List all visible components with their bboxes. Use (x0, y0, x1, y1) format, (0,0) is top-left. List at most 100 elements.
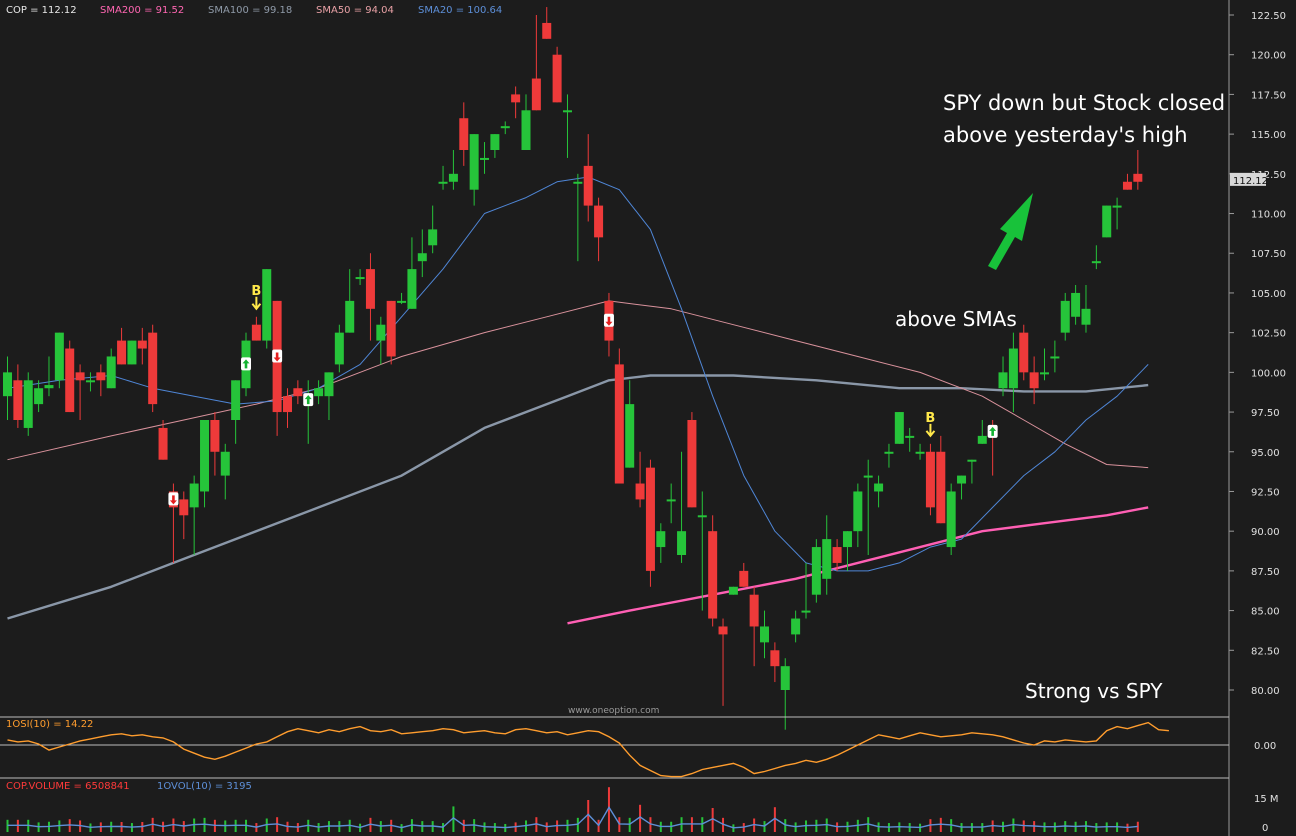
candle-body (583, 165, 593, 206)
sma20-line (7, 176, 1149, 572)
candle-body (770, 650, 780, 667)
candle-body (355, 277, 365, 280)
candle-body (345, 300, 355, 333)
candle (397, 292, 407, 305)
volume-bar (369, 817, 372, 832)
price-axis-label: 90.00 (1251, 527, 1280, 538)
price-axis-label: 95.00 (1251, 448, 1280, 459)
candle-body (282, 396, 292, 413)
candle-body (531, 78, 541, 111)
candle-body (625, 404, 635, 468)
candle (739, 562, 749, 587)
candle-body (749, 594, 759, 627)
candle-body (863, 475, 873, 478)
candle (148, 324, 158, 413)
volume-bar (939, 817, 942, 832)
candle-body (884, 451, 894, 454)
candle (728, 586, 738, 595)
candle-body (480, 157, 490, 160)
candle (13, 364, 23, 428)
candle (822, 515, 832, 595)
vol10-label: 1OVOL(10) = 3195 (157, 781, 252, 792)
candle (594, 197, 604, 262)
candle (562, 94, 572, 158)
candle (656, 523, 666, 563)
candle (635, 451, 645, 508)
price-axis-label: 122.50 (1251, 11, 1286, 22)
signal-arrow (304, 395, 312, 405)
candle-body (158, 427, 168, 460)
green-arrow-icon (988, 193, 1033, 270)
candle-body (998, 372, 1008, 389)
candle (1050, 340, 1060, 373)
candle (1060, 292, 1070, 341)
candle-body (1102, 205, 1112, 238)
candle-body (397, 300, 407, 303)
candle-body (23, 380, 33, 428)
candle (34, 380, 44, 413)
candle (210, 412, 220, 476)
candle (511, 86, 521, 119)
candle-body (1050, 356, 1060, 359)
candle-body (500, 126, 510, 129)
candle (1071, 285, 1081, 325)
candle (905, 427, 915, 452)
candle-body (1122, 181, 1132, 190)
legend-sma100: SMA100 = 99.18 (208, 5, 292, 16)
candle (231, 380, 241, 444)
candle (490, 134, 500, 158)
candle-body (438, 181, 448, 184)
price-axis-label: 87.50 (1251, 567, 1280, 578)
candle (770, 642, 780, 683)
buy-signal-label: B (925, 411, 935, 426)
candle-body (656, 531, 666, 548)
candle (749, 586, 759, 667)
candle-body (334, 332, 344, 365)
candle-body (521, 110, 531, 150)
annotation-line1: SPY down but Stock closed (943, 91, 1225, 115)
candle (417, 229, 427, 278)
candle (863, 459, 873, 555)
candle-body (1081, 308, 1091, 325)
volume-label: COP.VOLUME = 6508841 (6, 781, 130, 792)
candle-body (1133, 173, 1143, 182)
candle-body (54, 332, 64, 381)
price-axis-label: 100.00 (1251, 368, 1286, 379)
candle (1102, 205, 1112, 238)
candle (687, 412, 697, 508)
candle (44, 356, 54, 397)
candle-body (220, 451, 230, 476)
candle (874, 475, 884, 508)
candle (542, 7, 552, 39)
watermark: www.oneoption.com (568, 706, 659, 716)
candle-body (1071, 292, 1081, 317)
volume-bar (203, 817, 206, 832)
legend-sma50: SMA50 = 94.04 (316, 5, 394, 16)
volume-bar (587, 800, 590, 832)
candle-body (635, 483, 645, 500)
sma200-line (567, 506, 1149, 625)
candle (65, 340, 75, 413)
candle-body (231, 380, 241, 420)
candle-body (1091, 261, 1101, 264)
candle (324, 372, 334, 420)
candle (179, 491, 189, 540)
candle-body (262, 269, 272, 341)
candle-body (44, 385, 54, 389)
up-signal-icon (241, 357, 252, 371)
price-axis-label: 97.50 (1251, 408, 1280, 419)
candle (842, 531, 852, 571)
candle-body (65, 348, 75, 413)
signal-markers: BB (168, 284, 998, 506)
candle (85, 372, 95, 392)
candle-body (376, 324, 386, 341)
price-axis-label: 107.50 (1251, 249, 1286, 260)
candle (438, 165, 448, 190)
candle-body (791, 618, 801, 635)
candle-body (552, 54, 562, 103)
candle-body (739, 570, 749, 587)
buy-signal-label: B (251, 284, 261, 299)
candle (925, 443, 935, 516)
volume-average-line (7, 806, 1138, 829)
volume-bar (628, 817, 631, 832)
